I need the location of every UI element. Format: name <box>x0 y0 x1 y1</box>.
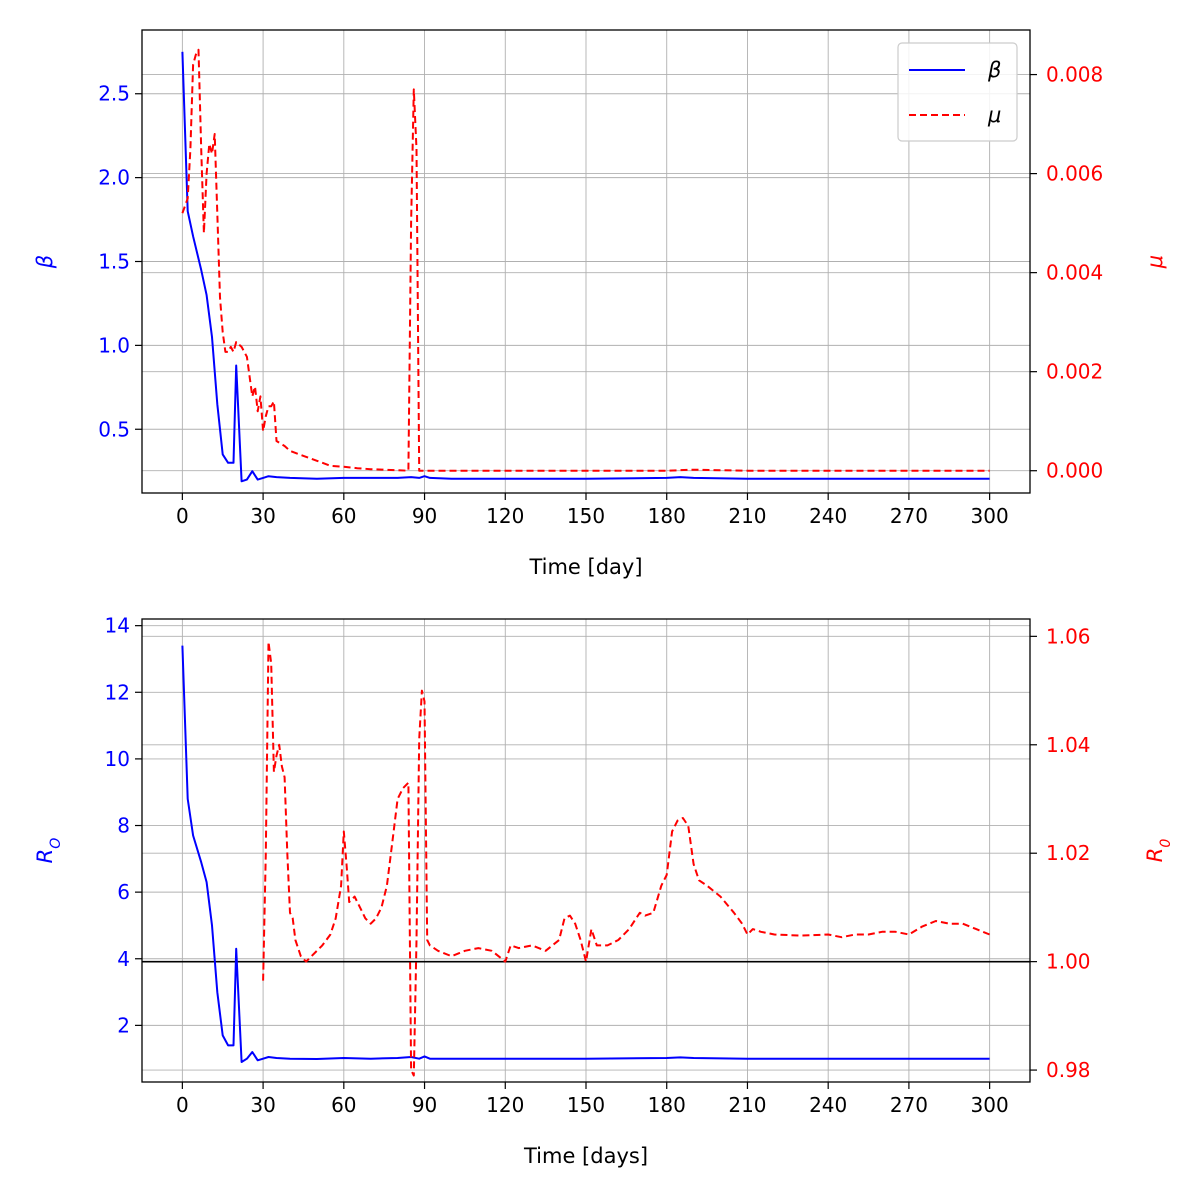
y-right-tick-label: 0.006 <box>1046 162 1103 186</box>
y-right-tick-label: 1.04 <box>1046 733 1091 757</box>
x-tick-label: 300 <box>971 1093 1009 1117</box>
y-left-tick-label: 0.5 <box>98 417 130 441</box>
y-left-tick-label: 12 <box>105 680 130 704</box>
x-tick-label: 90 <box>412 1093 437 1117</box>
top-chart: 0 30 60 90 120 150 180 210 240 270 300 0.5 1.0 1.5 2.0… <box>33 29 1167 579</box>
x-tick-label: 60 <box>331 1093 356 1117</box>
x-tick-label: 210 <box>728 1093 766 1117</box>
x-tick-label: 300 <box>971 504 1009 528</box>
y-left-tick-label: 14 <box>105 614 130 638</box>
x-tick-label: 120 <box>486 1093 524 1117</box>
x-tick-label: 240 <box>809 504 847 528</box>
top-chart-legend: β μ <box>897 42 1018 142</box>
x-tick-label: 60 <box>331 504 356 528</box>
x-tick-label: 0 <box>176 504 189 528</box>
bottom-chart-ticks: 0 30 60 90 120 150 180 210 240 270 300 2 4 6 8 10 12 14 0.… <box>105 614 1091 1117</box>
x-tick-label: 0 <box>176 1093 189 1117</box>
y-right-tick-label: 0.000 <box>1046 459 1103 483</box>
y-left-tick-label: 4 <box>117 947 130 971</box>
series-line-left <box>181 645 990 1063</box>
series-line-left <box>181 51 990 483</box>
top-chart-left-axis-title: β <box>33 255 57 269</box>
x-tick-label: 270 <box>890 504 928 528</box>
x-tick-label: 120 <box>486 504 524 528</box>
top-chart-x-axis-title: Time [day] <box>528 555 642 579</box>
x-tick-label: 180 <box>648 504 686 528</box>
y-left-tick-label: 10 <box>105 747 130 771</box>
x-tick-label: 270 <box>890 1093 928 1117</box>
top-chart-ticks: 0 30 60 90 120 150 180 210 240 270 300 0.5 1.0 1.5 2.0… <box>98 63 1103 528</box>
top-chart-series <box>181 48 990 483</box>
y-right-tick-label: 1.00 <box>1046 950 1091 974</box>
legend-mu-label: μ <box>987 103 1001 127</box>
y-right-tick-label: 0.002 <box>1046 360 1103 384</box>
x-tick-label: 150 <box>567 504 605 528</box>
x-tick-label: 150 <box>567 1093 605 1117</box>
legend-beta-label: β <box>987 58 1001 82</box>
y-left-tick-label: 2.5 <box>98 82 130 106</box>
x-tick-label: 90 <box>412 504 437 528</box>
y-left-tick-label: 8 <box>117 814 130 838</box>
y-left-tick-label: 1.5 <box>98 250 130 274</box>
x-tick-label: 180 <box>648 1093 686 1117</box>
bottom-chart-series <box>142 640 1030 1077</box>
y-right-tick-label: 1.02 <box>1046 841 1091 865</box>
x-tick-label: 210 <box>728 504 766 528</box>
top-chart-right-axis-title: μ <box>1143 255 1167 269</box>
series-line-right <box>181 48 990 472</box>
x-tick-label: 240 <box>809 1093 847 1117</box>
y-left-tick-label: 2 <box>117 1013 130 1037</box>
y-right-tick-label: 0.004 <box>1046 261 1103 285</box>
y-left-tick-label: 2.0 <box>98 166 130 190</box>
y-right-tick-label: 1.06 <box>1046 624 1091 648</box>
y-left-tick-label: 1.0 <box>98 333 130 357</box>
y-left-tick-label: 6 <box>117 880 130 904</box>
y-right-tick-label: 0.008 <box>1046 63 1103 87</box>
y-right-tick-label: 0.98 <box>1046 1058 1091 1082</box>
x-tick-label: 30 <box>250 1093 275 1117</box>
series-line-right <box>262 640 990 1077</box>
legend-box <box>897 42 1018 142</box>
bottom-chart-x-axis-title: Time [days] <box>523 1144 648 1168</box>
bottom-chart: 0 30 60 90 120 150 180 210 240 270 300 2 4 6 8 10 12 14 0.… <box>33 614 1174 1168</box>
x-tick-label: 30 <box>250 504 275 528</box>
